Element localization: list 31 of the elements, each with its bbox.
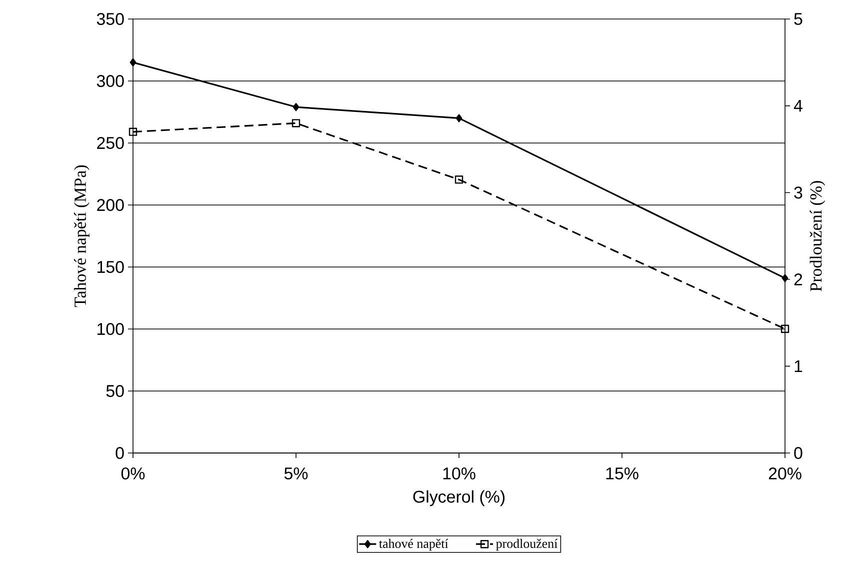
point [454,175,464,184]
y-tick-label: 100 [98,323,124,335]
x-tick-label: 10% [443,467,476,480]
y2-tick-label: 2 [794,273,802,286]
x-axis-title: Glycerol (%) [413,490,505,506]
y2-tick-label: 5 [794,13,802,25]
legend-label: tahové napětí [379,538,448,551]
point [128,128,138,136]
y2-tick-label: 1 [794,360,802,372]
y2-tick-label: 0 [794,447,802,459]
x-tick-label: 15% [606,467,638,480]
x-tick-label: 20% [768,467,802,480]
y2-axis-title: Prodloužení (%) [810,181,826,292]
y-tick-label: 350 [96,13,124,25]
y-tick-label: 300 [96,75,124,87]
point [130,58,136,66]
y-tick-label: 0 [116,447,124,459]
y-axis-title: Tahové napětí (MPa) [74,165,90,308]
y-tick-label: 250 [97,137,124,149]
legend-label: prodloužení [496,538,558,551]
point [292,119,300,128]
y-tick-label: 50 [106,385,124,397]
x-tick-label: 0% [121,467,145,480]
y-tick-label: 150 [98,261,124,273]
point [456,114,462,122]
y-tick-label: 200 [97,199,124,211]
x-tick-label: 5% [284,467,308,480]
point [780,324,790,333]
y2-tick-label: 3 [794,186,802,199]
y2-tick-label: 4 [794,100,802,112]
point [292,102,300,112]
